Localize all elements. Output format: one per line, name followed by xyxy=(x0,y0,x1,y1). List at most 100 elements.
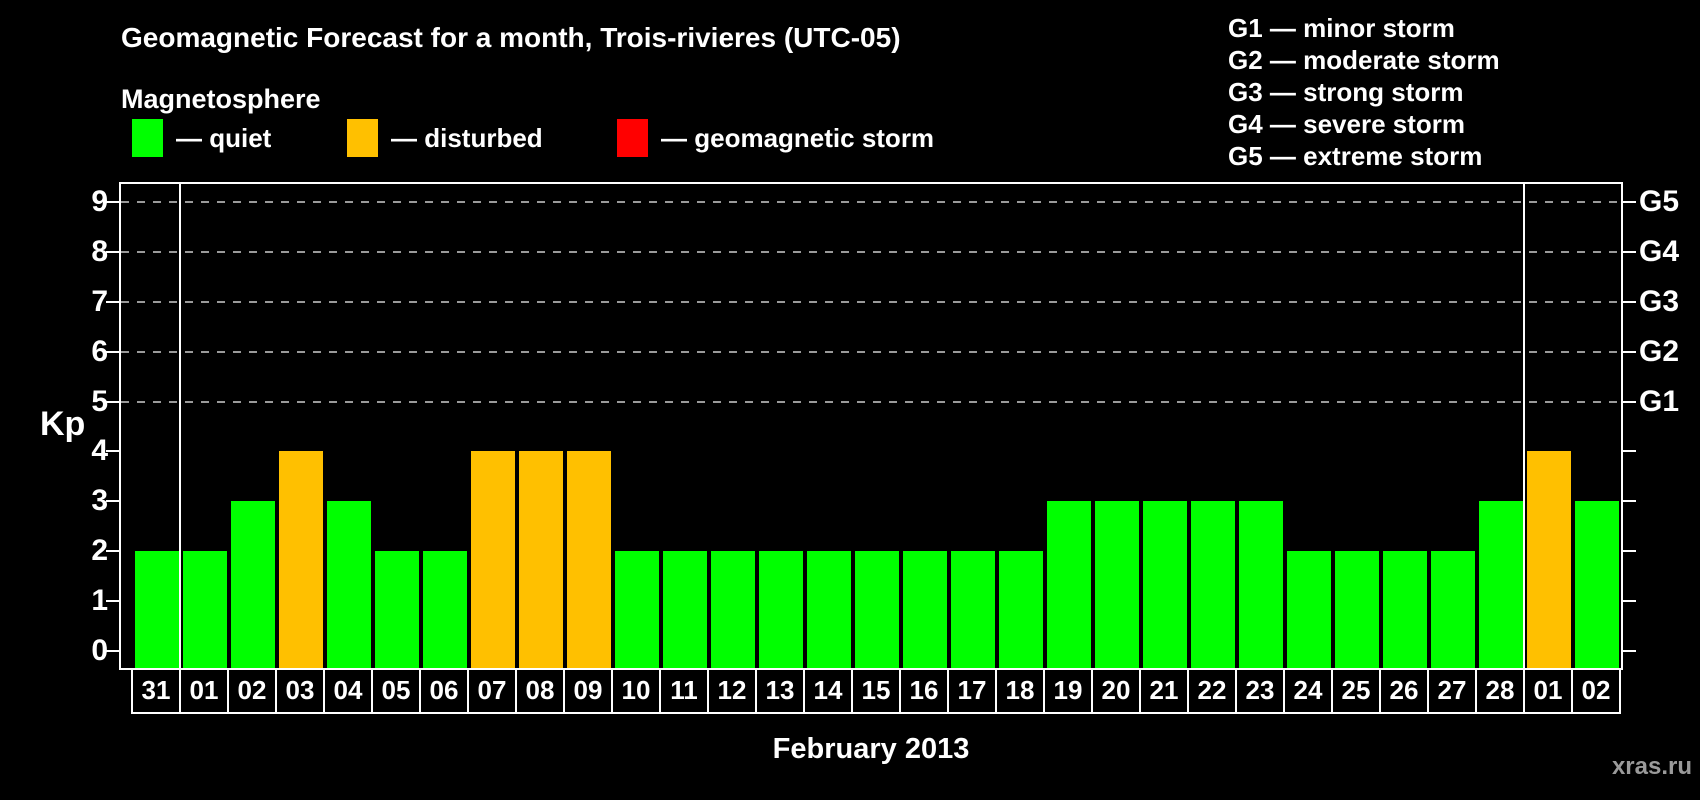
kp-bar-day-01 xyxy=(1527,451,1571,668)
kp-bar-day-01 xyxy=(183,551,227,668)
day-label-box: 10 xyxy=(611,668,661,714)
kp-axis-label: Kp xyxy=(40,405,86,443)
kp-gridline-8 xyxy=(121,250,1621,253)
kp-gridline-7 xyxy=(121,300,1621,303)
kp-bar-day-06 xyxy=(423,551,467,668)
day-label-box: 27 xyxy=(1427,668,1477,714)
kp-bar-day-21 xyxy=(1143,501,1187,668)
day-label-box: 18 xyxy=(995,668,1045,714)
y-axis-label-3: 3 xyxy=(91,484,108,518)
month-title: February 2013 xyxy=(772,733,970,765)
watermark: xras.ru xyxy=(1611,753,1692,780)
left-axis-tick xyxy=(106,350,119,353)
day-label-box: 09 xyxy=(563,668,613,714)
day-label-box: 28 xyxy=(1475,668,1525,714)
kp-gridline-6 xyxy=(121,350,1621,353)
kp-bar-day-19 xyxy=(1047,501,1091,668)
legend-swatch-storm xyxy=(617,119,648,157)
day-label-box: 01 xyxy=(179,668,229,714)
day-label-box: 25 xyxy=(1331,668,1381,714)
kp-bar-day-02 xyxy=(1575,501,1619,668)
kp-bar-day-13 xyxy=(759,551,803,668)
month-separator xyxy=(179,184,181,668)
left-axis-tick xyxy=(106,200,119,203)
y-axis-label-8: 8 xyxy=(91,234,108,268)
legend-item-storm: — geomagnetic storm xyxy=(617,118,934,158)
day-label-box: 15 xyxy=(851,668,901,714)
y-axis-label-9: 9 xyxy=(91,184,108,218)
kp-bar-day-22 xyxy=(1191,501,1235,668)
kp-bar-day-20 xyxy=(1095,501,1139,668)
kp-bar-day-11 xyxy=(663,551,707,668)
day-label-box: 21 xyxy=(1139,668,1189,714)
g-axis-label-G5: G5 xyxy=(1639,184,1680,218)
kp-bar-day-15 xyxy=(855,551,899,668)
kp-bar-day-10 xyxy=(615,551,659,668)
y-axis-label-7: 7 xyxy=(91,284,108,318)
day-label-box: 08 xyxy=(515,668,565,714)
y-axis-label-0: 0 xyxy=(91,634,108,667)
left-axis-tick xyxy=(106,600,119,603)
kp-gridline-9 xyxy=(121,200,1621,203)
legend-label-disturbed: — disturbed xyxy=(391,122,543,153)
legend-label-storm: — geomagnetic storm xyxy=(661,122,935,153)
right-axis-tick xyxy=(1623,500,1636,503)
day-label-box: 16 xyxy=(899,668,949,714)
magnetosphere-label: Magnetosphere xyxy=(121,84,321,114)
kp-bar-day-23 xyxy=(1239,501,1283,668)
right-axis-tick xyxy=(1623,650,1636,652)
y-axis-label-5: 5 xyxy=(91,384,108,418)
plot-area xyxy=(106,182,1636,670)
day-label-box: 20 xyxy=(1091,668,1141,714)
y-axis-label-2: 2 xyxy=(91,534,108,568)
day-label-box: 01 xyxy=(1523,668,1573,714)
left-axis-tick xyxy=(106,450,119,453)
y-axis-label-6: 6 xyxy=(91,334,108,368)
day-label-box: 13 xyxy=(755,668,805,714)
right-axis-tick xyxy=(1623,200,1636,203)
left-axis-tick xyxy=(106,250,119,253)
storm-scale-line-3: G3 — strong storm xyxy=(1228,77,1464,107)
kp-gridline-5 xyxy=(121,400,1621,403)
day-label-box: 02 xyxy=(227,668,277,714)
month-separator xyxy=(1523,184,1525,668)
kp-bar-day-25 xyxy=(1335,551,1379,668)
right-axis-tick xyxy=(1623,250,1636,253)
right-axis-tick xyxy=(1623,550,1636,553)
day-label-box: 22 xyxy=(1187,668,1237,714)
legend-item-disturbed: — disturbed xyxy=(347,118,543,158)
kp-bar-day-14 xyxy=(807,551,851,668)
right-axis-tick xyxy=(1623,400,1636,403)
day-label-box: 02 xyxy=(1571,668,1621,714)
day-label-box: 19 xyxy=(1043,668,1093,714)
storm-scale-legend: G1 — minor storm G2 — moderate storm G3 — … xyxy=(1228,12,1500,172)
kp-bar-day-26 xyxy=(1383,551,1427,668)
g-axis-label-G2: G2 xyxy=(1639,334,1680,368)
day-label-box: 06 xyxy=(419,668,469,714)
day-label-box: 26 xyxy=(1379,668,1429,714)
right-axis-tick xyxy=(1623,300,1636,303)
g-axis-label-G1: G1 xyxy=(1639,384,1680,418)
left-axis-tick xyxy=(106,500,119,503)
kp-bar-day-05 xyxy=(375,551,419,668)
kp-bar-day-16 xyxy=(903,551,947,668)
day-label-box: 14 xyxy=(803,668,853,714)
day-label-box: 17 xyxy=(947,668,997,714)
legend-swatch-quiet xyxy=(132,119,163,157)
kp-bar-day-07 xyxy=(471,451,515,668)
day-label-box: 23 xyxy=(1235,668,1285,714)
left-axis-tick xyxy=(106,300,119,303)
right-axis-tick xyxy=(1623,350,1636,353)
kp-bar-day-17 xyxy=(951,551,995,668)
kp-bar-day-02 xyxy=(231,501,275,668)
g-axis-label-G4: G4 xyxy=(1639,234,1680,268)
day-label-box: 11 xyxy=(659,668,709,714)
left-axis-tick xyxy=(106,400,119,403)
kp-bar-day-03 xyxy=(279,451,323,668)
kp-bar-day-18 xyxy=(999,551,1043,668)
day-label-box: 03 xyxy=(275,668,325,714)
kp-bar-day-28 xyxy=(1479,501,1523,668)
left-axis-tick xyxy=(106,650,119,652)
storm-scale-line-1: G1 — minor storm xyxy=(1228,13,1455,43)
